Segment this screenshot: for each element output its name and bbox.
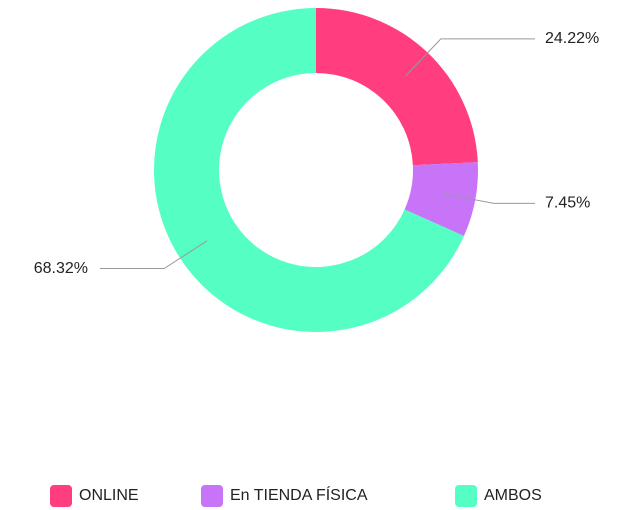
leader-line xyxy=(405,38,535,77)
legend-label: En TIENDA FÍSICA xyxy=(230,485,368,504)
leader-line xyxy=(100,240,208,270)
legend-swatch xyxy=(50,485,72,507)
data-label: 68.32% xyxy=(34,260,88,277)
legend-label: AMBOS xyxy=(484,487,542,504)
donut-slice xyxy=(154,8,464,332)
legend-swatch xyxy=(455,485,477,507)
legend-swatch xyxy=(201,485,223,507)
legend-label: ONLINE xyxy=(79,487,139,504)
donut-slice xyxy=(404,162,479,236)
donut-slice xyxy=(316,8,478,166)
data-label: 7.45% xyxy=(545,195,590,212)
leader-line xyxy=(443,193,535,204)
data-label: 24.22% xyxy=(545,30,599,47)
